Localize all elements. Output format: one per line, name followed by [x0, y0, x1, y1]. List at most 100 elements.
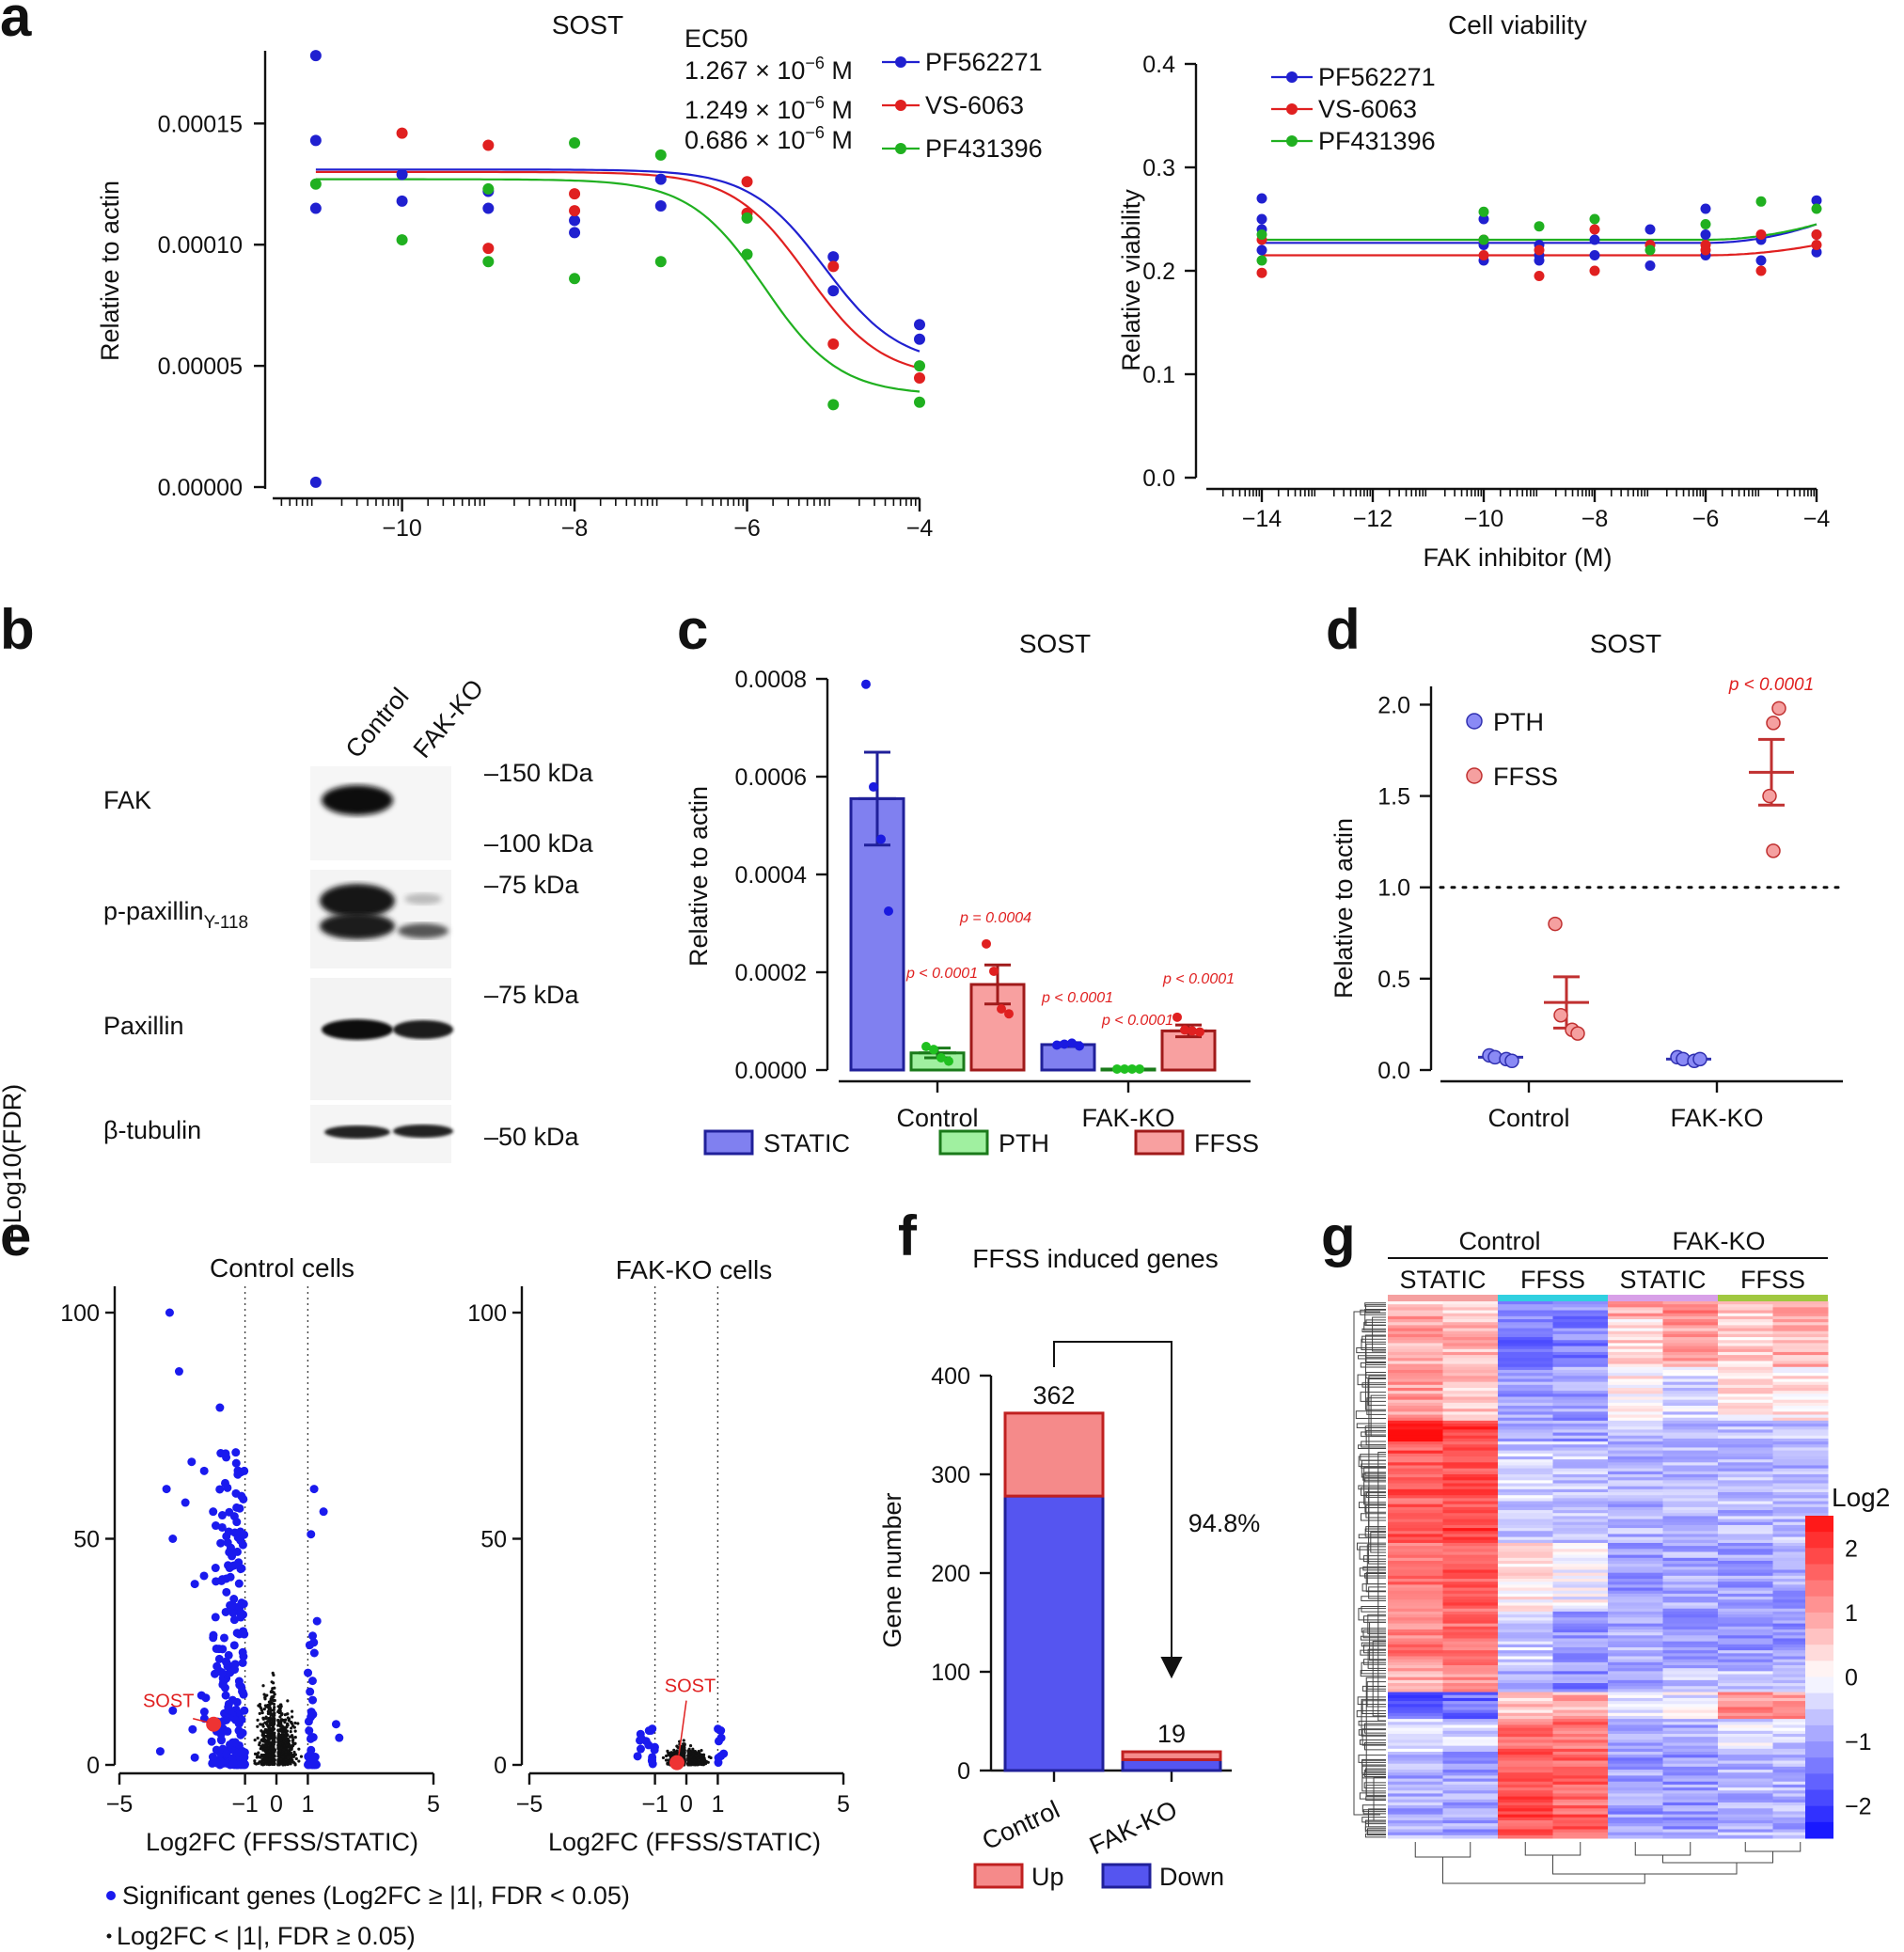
a-right-point-PF431396: [1755, 196, 1767, 207]
g-heatmap-cell: [1552, 1787, 1609, 1791]
g-heatmap-cell: [1498, 1671, 1553, 1676]
g-heatmap-cell: [1552, 1486, 1609, 1490]
g-heatmap-cell: [1608, 1549, 1663, 1552]
g-heatmap-cell: [1608, 1569, 1663, 1574]
g-heatmap-cell: [1552, 1582, 1609, 1585]
c-legend-label-STATIC: STATIC: [763, 1129, 850, 1157]
g-heatmap-cell: [1442, 1644, 1499, 1648]
g-heatmap-cell: [1662, 1483, 1719, 1488]
e-point-nonsig: [282, 1728, 286, 1732]
g-heatmap-cell: [1552, 1409, 1609, 1412]
g-dendrogram-branch: [1360, 1635, 1386, 1641]
g-heatmap-cell: [1552, 1602, 1609, 1607]
g-heatmap-cell: [1388, 1557, 1443, 1562]
g-heatmap-cell: [1442, 1346, 1499, 1350]
g-heatmap-cell: [1498, 1409, 1553, 1412]
g-heatmap-cell: [1388, 1393, 1443, 1398]
chart-a-left-ylabel: Relative to actin: [96, 181, 124, 361]
e-point-nonsig: [260, 1733, 264, 1737]
g-heatmap-cell: [1388, 1378, 1443, 1383]
g-heatmap-cell: [1718, 1444, 1773, 1448]
g-heatmap-cell: [1718, 1582, 1773, 1585]
g-heatmap-cell: [1718, 1393, 1773, 1398]
g-heatmap-cell: [1608, 1393, 1663, 1398]
e-x-tick-label: −5: [106, 1791, 134, 1818]
g-heatmap-cell: [1552, 1406, 1609, 1409]
g-heatmap-cell: [1608, 1724, 1663, 1729]
g-heatmap-cell: [1552, 1381, 1609, 1386]
legend-marker-PF562271: [895, 56, 906, 68]
e-point-nonsig: [277, 1745, 281, 1749]
g-heatmap-cell: [1718, 1737, 1773, 1740]
legend-marker-VS-6063: [895, 100, 906, 111]
g-heatmap-cell: [1498, 1766, 1553, 1771]
g-heatmap-cell: [1662, 1399, 1719, 1404]
legend-nonsignificant-dot: [106, 1933, 112, 1939]
g-heatmap-cell: [1442, 1623, 1499, 1628]
g-heatmap-cell: [1662, 1817, 1719, 1821]
g-heatmap-cell: [1552, 1546, 1609, 1550]
e-point-significant: [235, 1680, 244, 1690]
a-left-point-PF562271: [654, 199, 667, 212]
g-heatmap-cell: [1608, 1486, 1663, 1490]
g-heatmap-cell: [1662, 1384, 1719, 1389]
e-point-nonsig: [699, 1755, 703, 1758]
g-heatmap-cell: [1442, 1697, 1499, 1702]
e-point-significant: [181, 1498, 190, 1507]
g-dendrogram-branch: [1361, 1700, 1386, 1715]
g-column-label: STATIC: [1620, 1266, 1707, 1294]
g-heatmap-cell: [1772, 1426, 1829, 1430]
g-heatmap-cell: [1772, 1506, 1829, 1511]
chart-e-legend: Significant genes (Log2FC ≥ |1|, FDR < 0…: [106, 1881, 630, 1950]
c-point-STATIC: [876, 834, 886, 844]
g-heatmap-cell: [1662, 1757, 1719, 1762]
g-heatmap-cell: [1608, 1366, 1663, 1371]
g-heatmap-cell: [1772, 1337, 1829, 1341]
g-dendrogram-branch: [1361, 1804, 1386, 1813]
g-heatmap-cell: [1442, 1546, 1499, 1550]
g-heatmap-cell: [1772, 1498, 1829, 1503]
g-heatmap-cell: [1388, 1733, 1443, 1738]
g-heatmap-cell: [1442, 1733, 1499, 1738]
g-heatmap-cell: [1718, 1641, 1773, 1645]
g-scale-tick-label: −1: [1845, 1729, 1872, 1755]
g-heatmap-cell: [1718, 1453, 1773, 1457]
c-point-PTH: [1112, 1063, 1122, 1074]
g-heatmap-cell: [1772, 1826, 1829, 1830]
g-heatmap-cell: [1498, 1760, 1553, 1765]
g-dendrogram-branch: [1361, 1642, 1386, 1647]
a-left-point-PF562271: [827, 285, 840, 297]
g-heatmap-cell: [1442, 1671, 1499, 1676]
g-heatmap-cell: [1718, 1333, 1773, 1338]
g-heatmap-cell: [1442, 1584, 1499, 1589]
g-heatmap-cell: [1442, 1358, 1499, 1362]
g-heatmap-cell: [1718, 1506, 1773, 1511]
g-heatmap-cell: [1608, 1694, 1663, 1699]
g-heatmap-cell: [1608, 1510, 1663, 1514]
g-heatmap-cell: [1662, 1629, 1719, 1633]
e-point-nonsig: [272, 1691, 275, 1694]
g-heatmap-cell: [1442, 1653, 1499, 1657]
g-heatmap-cell: [1552, 1307, 1609, 1312]
g-column-color-bar: [1498, 1295, 1608, 1301]
e-point-nonsig: [286, 1716, 291, 1720]
g-heatmap-cell: [1772, 1396, 1829, 1401]
g-heatmap-cell: [1388, 1572, 1443, 1577]
g-scale-step: [1805, 1692, 1833, 1710]
g-heatmap-cell: [1662, 1358, 1719, 1362]
g-heatmap-cell: [1608, 1811, 1663, 1816]
g-heatmap-cell: [1718, 1378, 1773, 1383]
e-point-significant: [238, 1658, 247, 1667]
e-point-significant: [236, 1730, 245, 1739]
g-heatmap-cell: [1388, 1546, 1443, 1550]
g-heatmap-cell: [1608, 1808, 1663, 1812]
g-heatmap-cell: [1772, 1503, 1829, 1508]
e-point-nonsig: [268, 1762, 272, 1766]
heatmap-body: [1388, 1301, 1829, 1839]
g-heatmap-cell: [1718, 1659, 1773, 1663]
e-point-nonsig: [276, 1758, 280, 1762]
g-heatmap-cell: [1608, 1384, 1663, 1389]
c-category-label: Control: [896, 1104, 978, 1132]
e-point-significant: [309, 1755, 319, 1765]
g-heatmap-cell: [1608, 1737, 1663, 1740]
